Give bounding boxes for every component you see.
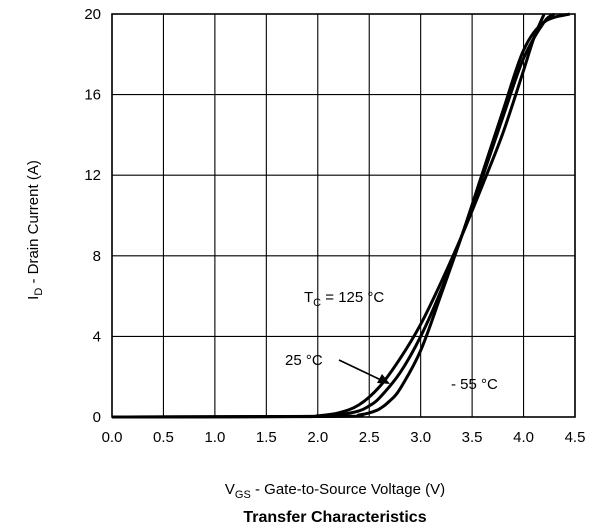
series-label-25c-arrow-head	[377, 374, 390, 384]
x-tick-label: 2.5	[359, 429, 380, 446]
y-axis-label-sub: D	[33, 288, 45, 296]
y-tick-label: 8	[93, 248, 101, 265]
x-tick-label: 1.0	[204, 429, 225, 446]
plot-frame	[111, 13, 576, 418]
tick-labels: 0.0 0.5 1.0 1.5 2.0 2.5 3.0 3.5 4.0 4.5 0 4 8 12 16 20	[84, 6, 585, 446]
series-label-25c-arrow-line	[338, 359, 382, 381]
x-axis-label-sub: GS	[235, 489, 251, 501]
y-axis-label: ID - Drain Current (A)	[25, 160, 45, 300]
x-tick-label: 3.5	[462, 429, 483, 446]
series-label-125c-main: T	[304, 289, 313, 306]
x-axis-label-rest: - Gate-to-Source Voltage (V)	[251, 481, 445, 498]
y-tick-label: 0	[93, 409, 101, 426]
series-group	[111, 12, 571, 419]
x-tick-label: 3.0	[410, 429, 431, 446]
x-axis-label-main: V	[225, 481, 235, 498]
x-tick-label: 0.0	[102, 429, 123, 446]
series-label-25c: 25 °C	[285, 352, 323, 369]
series-label-125c-rest: = 125 °C	[321, 289, 384, 306]
x-tick-label: 2.0	[307, 429, 328, 446]
x-axis-label: VGS - Gate-to-Source Voltage (V)	[225, 481, 445, 501]
y-tick-label: 4	[93, 328, 101, 345]
series-label-minus55c: - 55 °C	[451, 376, 498, 393]
series-line-minus55c	[111, 12, 571, 419]
series-label-125c-sub: C	[313, 297, 321, 309]
x-tick-label: 1.5	[256, 429, 277, 446]
chart-title: Transfer Characteristics	[243, 509, 426, 526]
x-tick-label: 4.0	[513, 429, 534, 446]
y-tick-label: 12	[84, 167, 101, 184]
y-axis-label-rest: - Drain Current (A)	[25, 160, 42, 288]
x-tick-label: 0.5	[153, 429, 174, 446]
y-axis-label-main: I	[25, 296, 42, 300]
x-tick-label: 4.5	[565, 429, 586, 446]
series-label-125c: TC = 125 °C	[304, 289, 384, 309]
y-tick-label: 16	[84, 87, 101, 104]
y-tick-label: 20	[84, 6, 101, 23]
